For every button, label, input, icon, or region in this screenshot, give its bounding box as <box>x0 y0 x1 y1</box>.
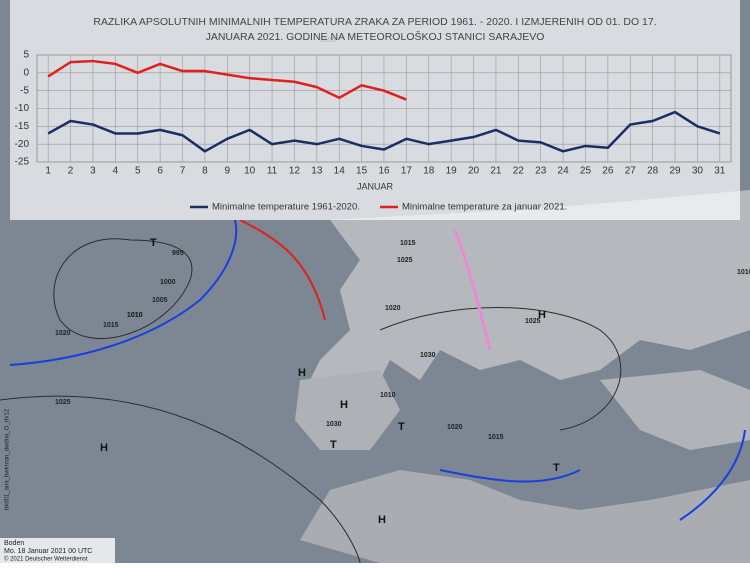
isobar-label: 1030 <box>420 352 436 359</box>
footer-text: © 2021 Deutscher Wetterdienst <box>4 556 88 563</box>
occluded-front <box>453 229 492 351</box>
x-tick-label: 25 <box>580 166 592 177</box>
series-line <box>47 59 407 101</box>
isobar-label: 1010 <box>737 269 750 276</box>
isobar-label: 1015 <box>488 434 504 441</box>
x-tick-label: 26 <box>602 166 614 177</box>
x-tick-label: 27 <box>625 166 637 177</box>
x-tick-label: 9 <box>225 166 231 177</box>
y-tick-label: -10 <box>15 103 30 114</box>
x-tick-label: 18 <box>423 166 435 177</box>
isobar-label: 1010 <box>380 392 396 399</box>
y-tick-label: 0 <box>23 67 29 78</box>
y-tick-label: -25 <box>15 157 30 168</box>
x-tick-label: 14 <box>334 166 346 177</box>
footer-text: Boden <box>4 540 24 547</box>
legend-label: Minimalne temperature 1961-2020. <box>212 202 360 213</box>
isobar-label: 1015 <box>400 240 416 247</box>
x-tick-label: 15 <box>356 166 368 177</box>
isobar <box>53 238 193 339</box>
isobar-label: 1030 <box>326 421 342 428</box>
x-tick-label: 12 <box>289 166 301 177</box>
isobar-label: 995 <box>172 250 184 257</box>
isobar-label: 1020 <box>447 424 463 431</box>
land-iberia <box>295 370 400 450</box>
isobar-label: 1005 <box>152 297 168 304</box>
x-tick-label: 17 <box>401 166 413 177</box>
x-tick-label: 24 <box>558 166 570 177</box>
chart-subtitle: JANUARA 2021. GODINE NA METEOROLOŠKOJ ST… <box>206 30 545 43</box>
x-tick-label: 7 <box>180 166 186 177</box>
pressure-center: T <box>330 439 337 451</box>
warm-front <box>239 219 326 321</box>
pressure-center: H <box>340 399 348 411</box>
x-tick-label: 29 <box>669 166 681 177</box>
y-tick-label: -20 <box>15 139 30 150</box>
chart-panel <box>10 0 740 220</box>
isobar-label: 1025 <box>525 318 541 325</box>
y-tick-label: 5 <box>23 50 29 61</box>
x-tick-label: 28 <box>647 166 659 177</box>
x-tick-label: 3 <box>90 166 96 177</box>
y-tick-label: -15 <box>15 121 30 132</box>
pressure-center: T <box>150 237 157 249</box>
x-tick-label: 8 <box>202 166 208 177</box>
x-tick-label: 16 <box>378 166 390 177</box>
x-axis-label: JANUAR <box>357 181 394 191</box>
isobar <box>0 395 361 564</box>
land-europe <box>300 190 750 420</box>
chart-title: RAZLIKA APSOLUTNIH MINIMALNIH TEMPERATUR… <box>93 16 656 28</box>
series-line <box>47 110 721 153</box>
isobar-label: 1000 <box>160 279 176 286</box>
side-label: bkd01_ana_bwkman_dwdna_O_rtv12 <box>5 408 11 510</box>
x-tick-label: 22 <box>513 166 525 177</box>
land-anatolia <box>600 370 750 450</box>
x-tick-label: 4 <box>113 166 119 177</box>
x-tick-label: 31 <box>714 166 726 177</box>
cold-front <box>679 429 746 521</box>
pressure-center: H <box>298 367 306 379</box>
isobar-label: 1025 <box>55 399 71 406</box>
x-tick-label: 11 <box>267 166 278 177</box>
pressure-center: T <box>553 462 560 474</box>
isobar-label: 1010 <box>127 312 143 319</box>
isobar-label: 1020 <box>385 305 401 312</box>
y-tick-label: -5 <box>20 85 29 96</box>
pressure-center: H <box>378 514 386 526</box>
isobar <box>379 307 622 431</box>
cold-front <box>9 219 238 366</box>
land-africa <box>300 470 750 563</box>
x-tick-label: 13 <box>311 166 323 177</box>
x-tick-label: 21 <box>490 166 502 177</box>
x-tick-label: 20 <box>468 166 480 177</box>
footer-box <box>0 538 115 563</box>
footer-text: Mo. 18 Januar 2021 00 UTC <box>4 548 92 555</box>
x-tick-label: 1 <box>45 166 51 177</box>
x-tick-label: 19 <box>446 166 458 177</box>
legend-label: Minimalne temperature za januar 2021. <box>402 202 567 213</box>
x-tick-label: 30 <box>692 166 704 177</box>
x-tick-label: 2 <box>68 166 74 177</box>
isobar-label: 1010 <box>127 312 143 319</box>
x-tick-label: 5 <box>135 166 141 177</box>
pressure-center: H <box>100 442 108 454</box>
x-tick-label: 23 <box>535 166 547 177</box>
pressure-center: T <box>398 421 405 433</box>
x-tick-label: 10 <box>244 166 256 177</box>
pressure-center: H <box>538 309 546 321</box>
x-tick-label: 6 <box>157 166 163 177</box>
isobar-label: 1015 <box>103 322 119 329</box>
isobar-label: 1025 <box>397 257 413 264</box>
isobar-label: 1020 <box>55 330 71 337</box>
cold-front <box>439 469 581 483</box>
